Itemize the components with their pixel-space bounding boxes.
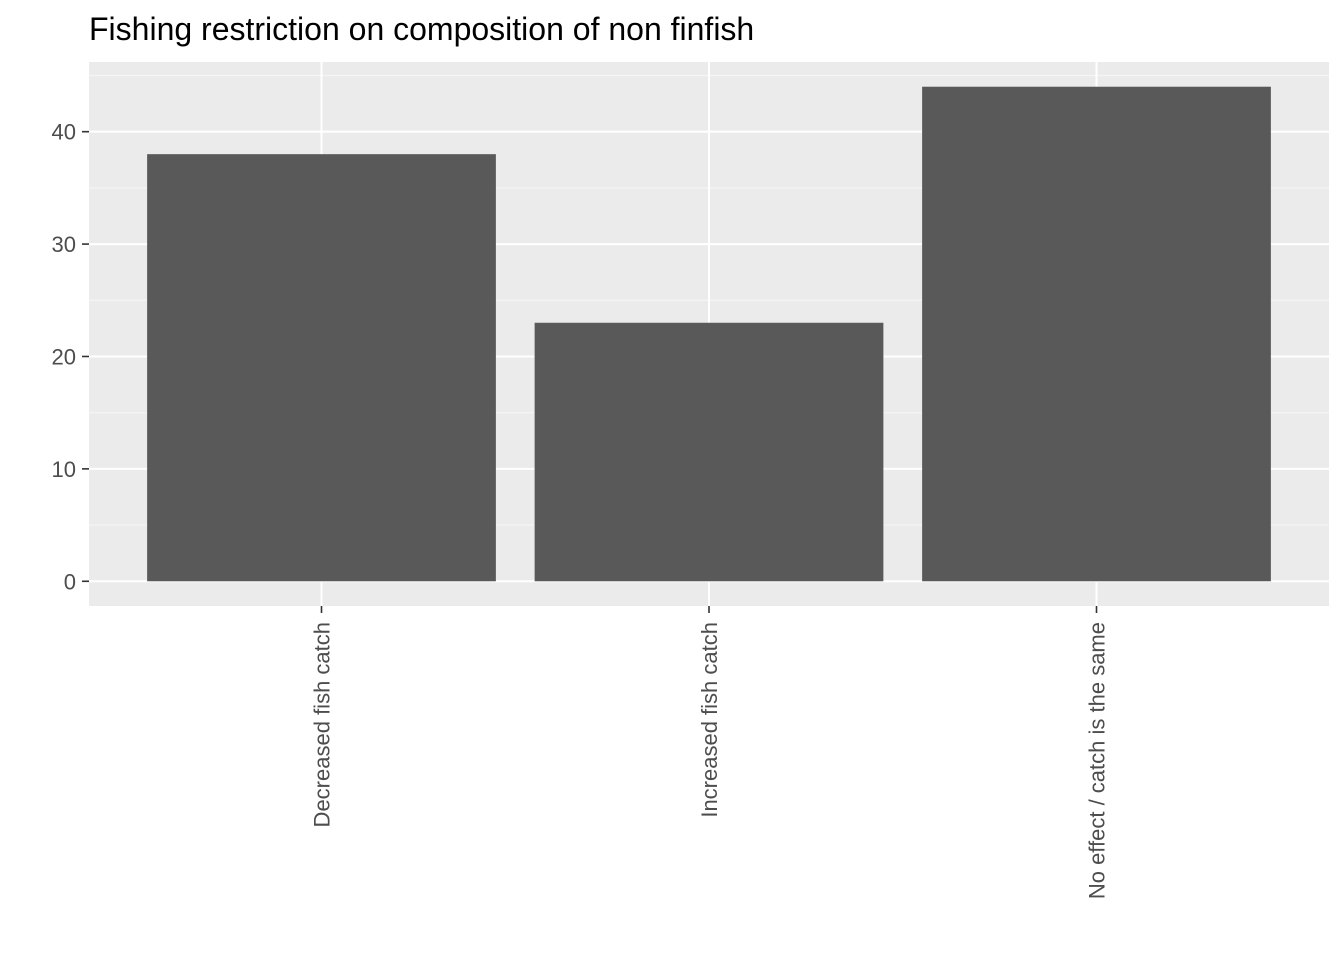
- bars: [147, 86, 1271, 582]
- bar-1: [534, 322, 884, 582]
- x-tick-label-2: No effect / catch is the same: [1085, 622, 1110, 899]
- chart-title: Fishing restriction on composition of no…: [89, 11, 754, 47]
- y-tick-label-2: 20: [52, 344, 76, 369]
- y-tick-label-4: 40: [52, 120, 76, 145]
- x-axis: Decreased fish catch Increased fish catch…: [310, 606, 1110, 899]
- bar-0: [147, 154, 496, 582]
- y-tick-label-3: 30: [52, 232, 76, 257]
- y-axis: 0 10 20 30 40: [52, 120, 89, 594]
- y-tick-label-0: 0: [64, 569, 76, 594]
- bar-2: [922, 86, 1271, 582]
- x-tick-label-1: Increased fish catch: [697, 622, 722, 818]
- y-tick-label-1: 10: [52, 457, 76, 482]
- x-tick-label-0: Decreased fish catch: [310, 622, 335, 827]
